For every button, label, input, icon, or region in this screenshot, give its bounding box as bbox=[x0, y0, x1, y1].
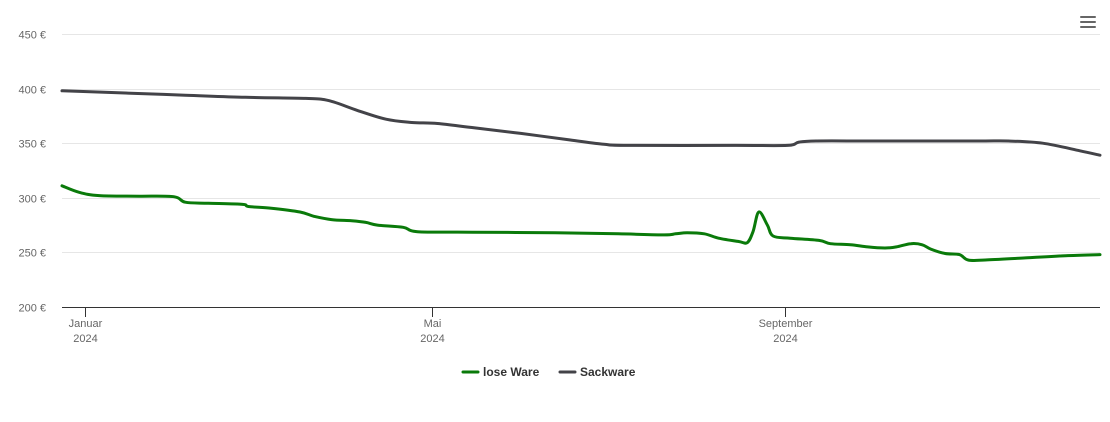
series-line-sackware[interactable] bbox=[60, 89, 1102, 157]
x-tick-label-month: Mai bbox=[424, 318, 442, 330]
x-tick-label-year: 2024 bbox=[73, 333, 97, 345]
y-tick-label: 350 € bbox=[18, 139, 46, 151]
legend-label: Sackware bbox=[580, 365, 636, 379]
x-tick-label-month: September bbox=[759, 318, 813, 330]
y-tick-label: 200 € bbox=[18, 303, 46, 315]
x-tick-label-year: 2024 bbox=[420, 333, 444, 345]
legend-label: lose Ware bbox=[483, 365, 540, 379]
series-layer bbox=[60, 89, 1102, 263]
x-tick-label-year: 2024 bbox=[773, 333, 797, 345]
y-tick-label: 300 € bbox=[18, 194, 46, 206]
legend-item-lose-ware[interactable]: lose Ware bbox=[461, 365, 540, 379]
series-line-lose-ware[interactable] bbox=[60, 184, 1102, 263]
menu-bar-top bbox=[1080, 16, 1096, 19]
legend-item-sackware[interactable]: Sackware bbox=[558, 365, 636, 379]
x-axis: Januar 2024 Mai 2024 September 2024 bbox=[62, 307, 1100, 345]
legend: lose Ware Sackware bbox=[461, 365, 636, 379]
x-tick-label-month: Januar bbox=[69, 318, 103, 330]
menu-bar-bottom bbox=[1080, 26, 1096, 29]
y-axis: 450 € 400 € 350 € 300 € 250 € 200 € bbox=[18, 30, 46, 315]
hamburger-menu-icon[interactable] bbox=[1076, 10, 1100, 34]
y-tick-label: 250 € bbox=[18, 248, 46, 260]
y-tick-label: 450 € bbox=[18, 30, 46, 42]
grid-lines bbox=[62, 34, 1100, 253]
y-tick-label: 400 € bbox=[18, 85, 46, 97]
menu-bar-middle bbox=[1080, 21, 1096, 24]
